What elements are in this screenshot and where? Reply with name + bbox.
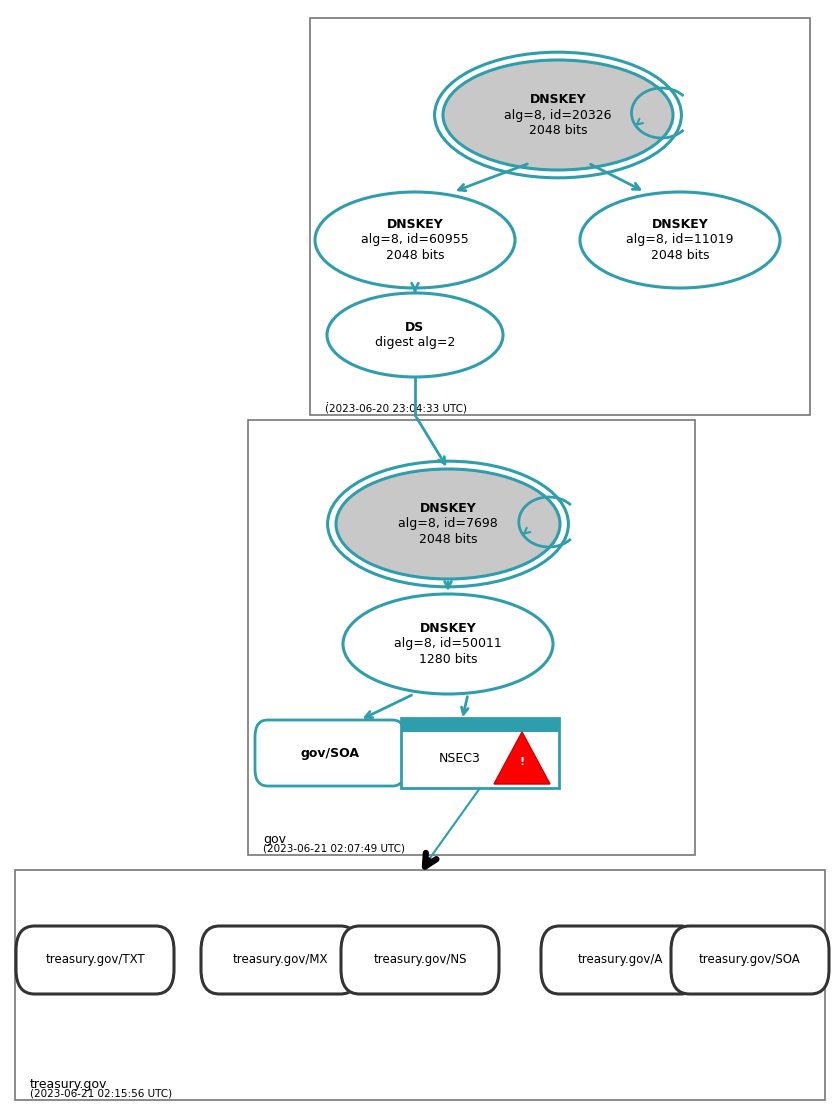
FancyBboxPatch shape <box>671 926 829 994</box>
Text: DNSKEY: DNSKEY <box>386 218 444 231</box>
Text: (2023-06-20 23:04:33 UTC): (2023-06-20 23:04:33 UTC) <box>325 404 467 414</box>
Text: digest alg=2: digest alg=2 <box>375 336 455 350</box>
Bar <box>310 18 810 416</box>
Text: DNSKEY: DNSKEY <box>420 622 476 634</box>
Polygon shape <box>494 732 550 784</box>
Bar <box>401 718 559 787</box>
Text: (2023-06-21 02:07:49 UTC): (2023-06-21 02:07:49 UTC) <box>263 843 405 853</box>
Text: (2023-06-21 02:15:56 UTC): (2023-06-21 02:15:56 UTC) <box>30 1089 172 1099</box>
Ellipse shape <box>580 192 780 288</box>
Text: alg=8, id=60955: alg=8, id=60955 <box>361 233 469 247</box>
Text: treasury.gov: treasury.gov <box>30 1078 108 1091</box>
FancyBboxPatch shape <box>201 926 359 994</box>
Text: 2048 bits: 2048 bits <box>419 533 477 546</box>
Text: gov: gov <box>263 833 286 846</box>
Text: treasury.gov/MX: treasury.gov/MX <box>232 954 328 966</box>
Text: gov/SOA: gov/SOA <box>301 746 360 760</box>
Ellipse shape <box>343 594 553 694</box>
Text: treasury.gov/A: treasury.gov/A <box>577 954 663 966</box>
FancyBboxPatch shape <box>16 926 174 994</box>
Text: 1280 bits: 1280 bits <box>419 653 477 666</box>
Text: 2048 bits: 2048 bits <box>528 124 587 137</box>
Text: alg=8, id=50011: alg=8, id=50011 <box>394 638 501 650</box>
Text: alg=8, id=20326: alg=8, id=20326 <box>504 108 612 122</box>
Ellipse shape <box>327 293 503 378</box>
Text: NSEC3: NSEC3 <box>439 752 481 764</box>
Text: 2048 bits: 2048 bits <box>651 249 709 262</box>
Text: treasury.gov/TXT: treasury.gov/TXT <box>45 954 144 966</box>
Text: !: ! <box>519 757 524 767</box>
Bar <box>15 870 825 1100</box>
Ellipse shape <box>315 192 515 288</box>
Text: DNSKEY: DNSKEY <box>530 93 586 106</box>
Text: treasury.gov/SOA: treasury.gov/SOA <box>699 954 801 966</box>
FancyBboxPatch shape <box>541 926 699 994</box>
Ellipse shape <box>336 469 560 579</box>
Text: treasury.gov/NS: treasury.gov/NS <box>373 954 467 966</box>
Bar <box>248 420 695 855</box>
Text: alg=8, id=11019: alg=8, id=11019 <box>627 233 734 247</box>
FancyBboxPatch shape <box>255 720 405 786</box>
Text: DNSKEY: DNSKEY <box>652 218 708 231</box>
Ellipse shape <box>443 60 673 170</box>
Text: DS: DS <box>406 321 425 334</box>
Text: .: . <box>325 393 329 407</box>
Text: alg=8, id=7698: alg=8, id=7698 <box>398 517 498 531</box>
Bar <box>401 718 559 732</box>
Text: 2048 bits: 2048 bits <box>386 249 444 262</box>
FancyBboxPatch shape <box>341 926 499 994</box>
Text: DNSKEY: DNSKEY <box>420 502 476 515</box>
